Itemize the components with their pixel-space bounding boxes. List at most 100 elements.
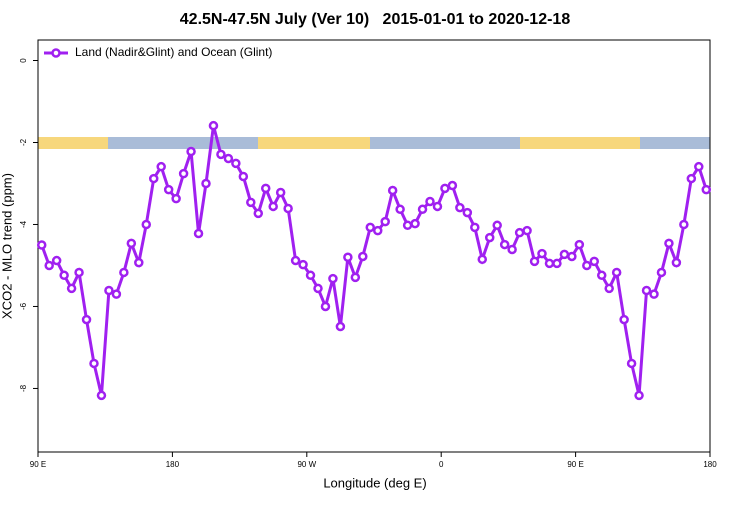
x-tick-label: 180 [703,460,717,469]
data-point [552,258,562,269]
band-segment [38,137,108,149]
data-point [350,272,361,283]
data-point [343,252,353,263]
data-point [163,184,174,195]
legend-marker [51,48,61,58]
data-point [156,161,166,172]
data-point [417,204,428,215]
data-point [178,168,189,179]
data-point [402,220,413,231]
data-point [208,120,219,131]
y-axis-label: XCO2 - MLO trend (ppm) [0,173,14,319]
data-point [626,358,637,369]
data-point [358,251,368,262]
data-point [470,222,480,233]
data-point [275,187,286,198]
data-point [574,239,585,250]
data-point [507,244,517,255]
y-tick-label: -6 [19,302,28,310]
data-point [686,173,697,184]
data-point [74,267,84,278]
band-segment [108,137,258,149]
data-point [298,259,308,270]
data-point [492,220,502,231]
data-point [679,219,689,230]
data-point [611,267,622,278]
data-point [44,260,54,271]
x-tick-label: 90 W [297,460,316,469]
data-point [320,301,331,312]
data-point [141,219,152,230]
y-tick-label: 0 [19,58,28,63]
data-point [81,314,92,325]
data-point [246,197,256,208]
data-point [186,146,196,157]
y-tick-label: -2 [19,138,28,146]
data-point [514,227,525,238]
data-point [619,314,629,325]
data-point [656,267,667,278]
data-point [111,289,122,299]
y-tick-label: -4 [19,220,28,228]
x-tick-label: 180 [166,460,180,469]
data-point [596,270,607,281]
legend-label: Land (Nadir&Glint) and Ocean (Glint) [75,45,272,59]
data-point [559,249,570,260]
data-point [335,321,346,332]
data-point [604,283,614,294]
band-segment [520,137,640,149]
data-point [126,238,137,249]
data-point [171,193,181,204]
data-point [410,218,420,229]
data-point [365,222,376,233]
data-point [462,207,473,218]
data-point [216,149,226,160]
data-point [432,201,443,212]
data-point [701,184,712,195]
x-tick-label: 0 [439,460,444,469]
data-point [484,232,495,243]
x-tick-label: 90 E [30,460,46,469]
plot-frame [37,39,711,453]
data-point [283,203,293,214]
data-point [290,255,301,266]
band-segment [370,137,520,149]
data-point [268,201,278,212]
data-point [36,240,47,250]
x-axis-label: Longitude (deg E) [323,475,426,490]
band-segment [258,137,370,149]
data-point [387,185,398,196]
data-point [223,153,234,164]
data-point [582,260,592,271]
land-ocean-band [38,137,710,149]
chart-title: 42.5N-47.5N July (Ver 10) 2015-01-01 to … [180,11,571,28]
data-point [447,180,458,191]
data-point [201,178,211,189]
y-tick-label: -8 [19,384,28,392]
data-point [455,202,465,213]
data-point [193,228,204,239]
data-point [119,267,129,278]
data-point [96,390,107,401]
data-point [238,171,249,182]
data-point [104,285,114,296]
data-point [59,270,69,281]
data-point [537,248,547,259]
band-segment [640,137,710,149]
data-point [260,183,271,194]
data-point [395,204,405,215]
data-point [634,390,644,401]
data-point [328,273,338,284]
data-point [253,208,264,219]
data-point [664,238,674,249]
data-point [89,358,99,369]
data-point [544,258,555,269]
data-point [649,289,659,299]
data-point [313,283,323,294]
data-point [372,225,383,236]
data-point [134,257,144,268]
data-point [499,239,510,250]
data-point [477,254,488,265]
data-point [66,283,77,294]
